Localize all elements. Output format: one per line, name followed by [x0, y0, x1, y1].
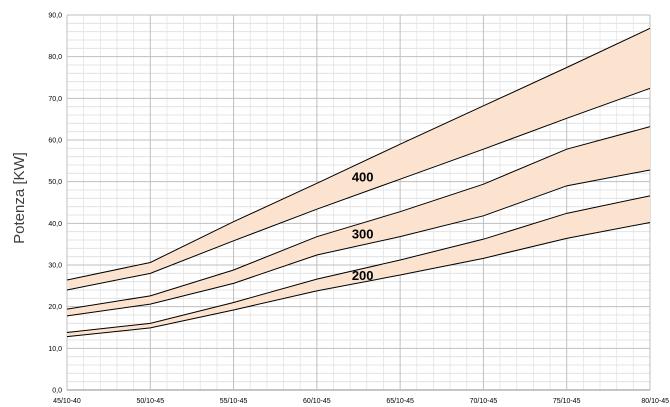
x-tick-label: 60/10-45: [303, 398, 331, 405]
y-tick-label: 50,0: [48, 179, 62, 186]
y-axis-label: Potenza [KW]: [11, 152, 28, 244]
y-tick-label: 60,0: [48, 138, 62, 145]
y-tick-label: 70,0: [48, 96, 62, 103]
y-tick-label: 10,0: [48, 346, 62, 353]
y-tick-label: 0,0: [52, 388, 62, 395]
band-lower-line-200: [66, 222, 651, 338]
y-tick-label: 30,0: [48, 263, 62, 270]
band-area-300: [67, 126, 650, 316]
y-tick-label: 40,0: [48, 221, 62, 228]
x-tick-label: 65/10-45: [386, 398, 414, 405]
y-tick-label: 20,0: [48, 304, 62, 311]
x-tick-label: 50/10-45: [136, 398, 164, 405]
y-tick-label: 80,0: [48, 54, 62, 61]
band-label-300: 300: [352, 226, 374, 241]
x-tick-label: 45/10-40: [53, 398, 81, 405]
x-axis-ticks: 45/10-40 50/10-45 55/10-45 60/10-45 65/10-45…: [53, 398, 669, 405]
band-label-200: 200: [352, 268, 374, 283]
x-tick-label: 70/10-45: [470, 398, 498, 405]
band-upper-line-300: [66, 126, 651, 310]
x-tick-label: 55/10-45: [220, 398, 248, 405]
x-tick-label: 80/10-45: [641, 398, 669, 405]
band-area-200: [67, 195, 650, 337]
band-lower-line-300: [66, 169, 651, 317]
y-tick-label: 90,0: [48, 13, 62, 20]
band-upper-line-200: [66, 195, 651, 333]
band-label-400: 400: [352, 170, 374, 185]
band-labels: 200 300 400: [352, 170, 374, 283]
bands: [66, 27, 651, 338]
y-axis-ticks: 0,0 10,0 20,0 30,0 40,0 50,0 60,0 70,0 80,0 90,0: [48, 13, 62, 395]
major-gridlines: [66, 14, 651, 391]
band-lower-line-400: [66, 87, 651, 291]
band-upper-line-400: [66, 27, 651, 281]
x-tick-label: 75/10-45: [553, 398, 581, 405]
